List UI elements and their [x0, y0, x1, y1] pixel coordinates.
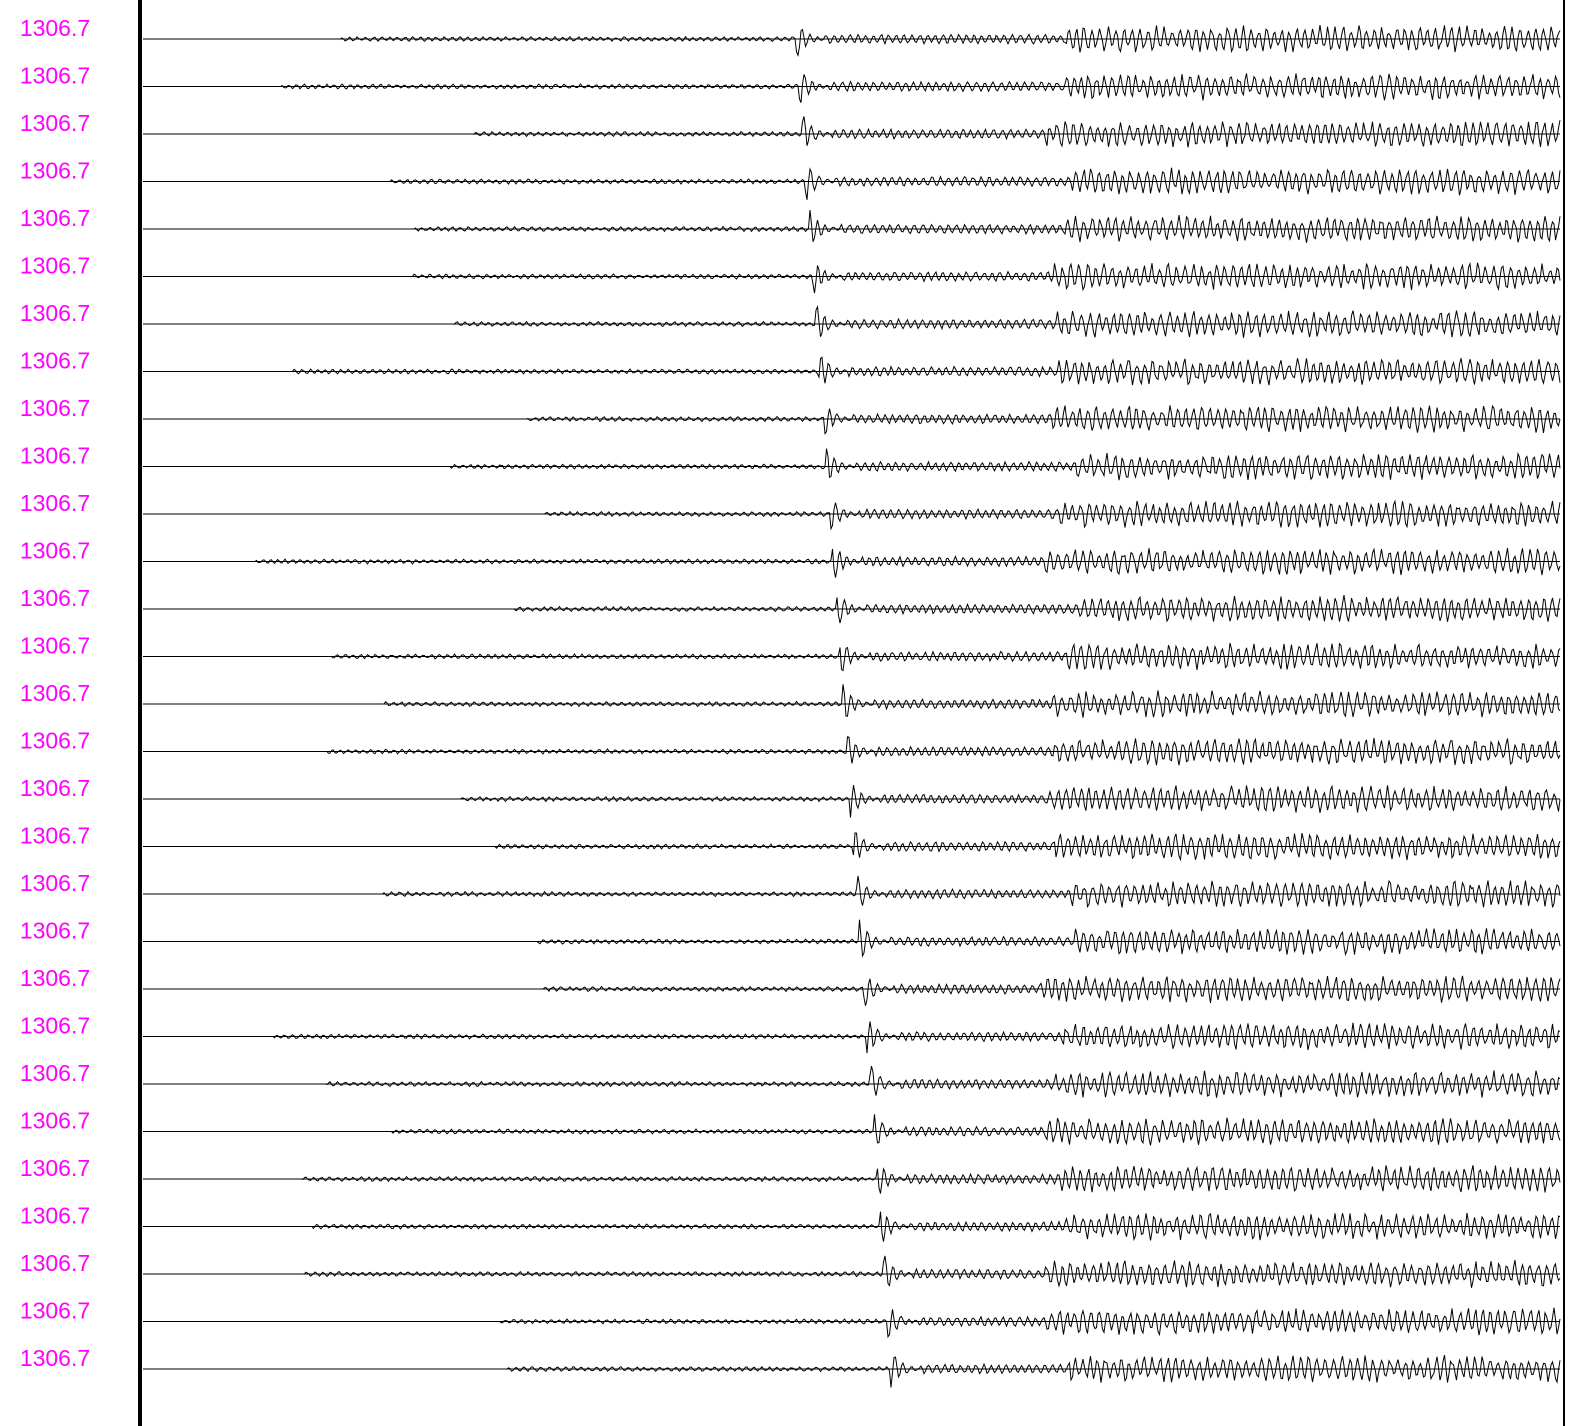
trace-label: 1306.7 — [20, 823, 90, 849]
trace-label: 1306.7 — [20, 348, 90, 374]
trace-label: 1306.7 — [20, 300, 90, 326]
trace-label: 1306.7 — [20, 63, 90, 89]
trace-waveform — [143, 736, 1561, 766]
trace-waveform — [143, 448, 1561, 481]
trace-waveform — [143, 1354, 1561, 1388]
trace-waveform — [143, 25, 1561, 57]
trace-waveform — [143, 595, 1561, 624]
trace-label: 1306.7 — [20, 680, 90, 706]
trace-label: 1306.7 — [20, 633, 90, 659]
trace-waveform — [143, 875, 1561, 909]
trace-label: 1306.7 — [20, 728, 90, 754]
trace-waveform — [143, 919, 1561, 958]
trace-waveform — [143, 832, 1561, 862]
trace-waveform — [143, 356, 1561, 386]
trace-waveform — [143, 73, 1561, 103]
trace-label: 1306.7 — [20, 443, 90, 469]
trace-waveform — [143, 1165, 1561, 1194]
trace-label: 1306.7 — [20, 205, 90, 231]
trace-label: 1306.7 — [20, 775, 90, 801]
trace-label: 1306.7 — [20, 110, 90, 136]
trace-waveform — [143, 642, 1561, 672]
trace-waveform — [143, 1114, 1561, 1146]
trace-label: 1306.7 — [20, 918, 90, 944]
trace-waveform — [143, 1255, 1561, 1288]
trace-labels: 1306.7 1306.7 1306.7 1306.7 1306.7 1306.7 1306… — [20, 15, 90, 1371]
trace-waveform — [143, 684, 1561, 718]
trace-label: 1306.7 — [20, 1203, 90, 1229]
trace-waveform — [143, 784, 1561, 818]
trace-waveform — [143, 1021, 1561, 1054]
trace-label: 1306.7 — [20, 965, 90, 991]
trace-waveform — [143, 116, 1561, 148]
trace-label: 1306.7 — [20, 1108, 90, 1134]
trace-waveform — [143, 1307, 1561, 1339]
trace-label: 1306.7 — [20, 1060, 90, 1086]
trace-label: 1306.7 — [20, 1298, 90, 1324]
trace-label: 1306.7 — [20, 158, 90, 184]
trace-label: 1306.7 — [20, 585, 90, 611]
trace-waveform — [143, 404, 1561, 435]
trace-waveform — [143, 167, 1561, 200]
trace-label: 1306.7 — [20, 1250, 90, 1276]
trace-waveform — [143, 209, 1561, 243]
trace-waveform — [143, 975, 1561, 1006]
trace-waveform — [143, 304, 1561, 338]
trace-waveform — [143, 547, 1561, 578]
trace-label: 1306.7 — [20, 395, 90, 421]
trace-label: 1306.7 — [20, 1013, 90, 1039]
traces — [143, 25, 1561, 1388]
trace-label: 1306.7 — [20, 15, 90, 41]
trace-waveform — [143, 261, 1561, 294]
trace-label: 1306.7 — [20, 1155, 90, 1181]
trace-label: 1306.7 — [20, 870, 90, 896]
trace-waveform — [143, 1211, 1561, 1242]
trace-label: 1306.7 — [20, 538, 90, 564]
trace-waveform — [143, 499, 1561, 531]
trace-label: 1306.7 — [20, 1345, 90, 1371]
trace-label: 1306.7 — [20, 490, 90, 516]
trace-label: 1306.7 — [20, 253, 90, 279]
trace-waveform — [143, 1065, 1561, 1098]
